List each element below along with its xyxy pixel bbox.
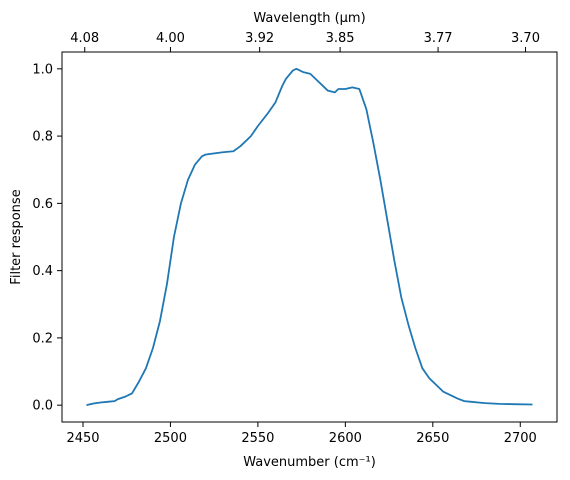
top-tick-label: 4.08 [70, 31, 99, 46]
x-tick-label: 2600 [329, 431, 362, 446]
top-tick-label: 3.92 [245, 31, 274, 46]
x-tick-label: 2650 [416, 431, 449, 446]
series-line-0 [86, 67, 533, 407]
y-tick-label: 0.2 [32, 331, 53, 346]
y-tick-label: 0.8 [32, 130, 53, 145]
top-tick-label: 4.00 [156, 31, 185, 46]
top-axis-label: Wavelength (μm) [253, 11, 365, 26]
x-tick-label: 2700 [504, 431, 537, 446]
x-tick-label: 2550 [241, 431, 274, 446]
top-tick-label: 3.85 [326, 31, 355, 46]
x-axis-label: Wavenumber (cm⁻¹) [243, 455, 376, 470]
plot-frame [61, 51, 558, 423]
y-tick-label: 1.0 [32, 62, 53, 77]
x-tick-label: 2450 [66, 431, 99, 446]
y-axis-label: Filter response [9, 189, 24, 284]
top-tick-label: 3.70 [511, 31, 540, 46]
y-tick-label: 0.6 [32, 197, 53, 212]
top-tick-label: 3.77 [424, 31, 453, 46]
y-tick-label: 0.0 [32, 399, 53, 414]
y-tick-label: 0.4 [32, 264, 53, 279]
x-tick-label: 2500 [154, 431, 187, 446]
